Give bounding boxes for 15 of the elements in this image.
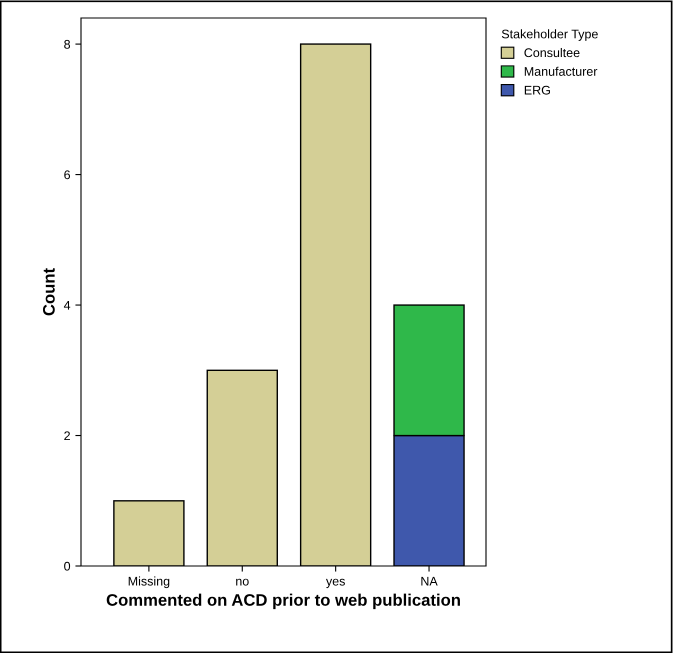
legend-label: ERG — [524, 86, 550, 95]
x-tick-label: yes — [326, 578, 345, 588]
x-tick-label: NA — [421, 576, 438, 586]
x-tick-label: no — [236, 578, 249, 586]
y-tick-label: 2 — [64, 431, 70, 440]
y-tick-label: 4 — [64, 300, 70, 310]
legend-label: Manufacturer — [524, 66, 598, 76]
y-tick-label: 0 — [64, 562, 70, 571]
y-axis-title: Count — [42, 268, 55, 316]
legend-title: Stakeholder Type — [502, 29, 598, 41]
legend-label: Consultee — [524, 48, 580, 58]
x-tick-label: Missing — [128, 576, 170, 588]
y-tick-label: 6 — [64, 170, 70, 180]
x-axis-title: Commented on ACD prior to web publication — [106, 594, 460, 610]
y-tick-label: 8 — [64, 40, 70, 49]
